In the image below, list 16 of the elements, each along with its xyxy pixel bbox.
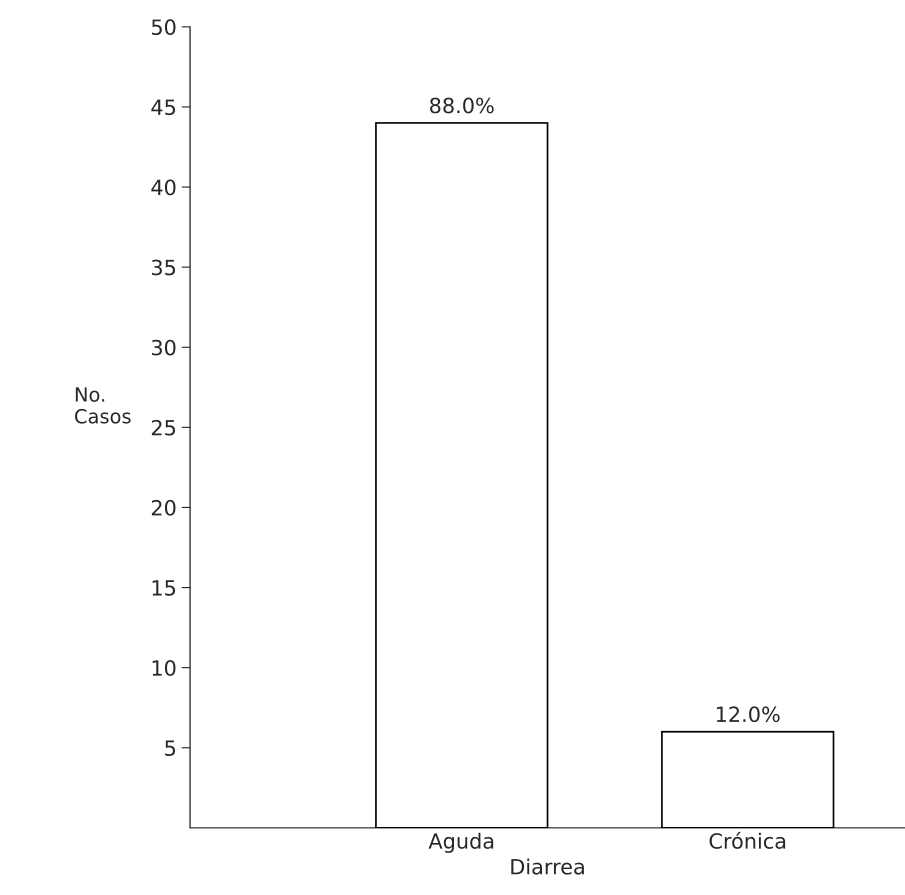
y-tick-label: 5 [165, 740, 176, 756]
x-axis-title: Diarrea [511, 858, 584, 875]
y-tick-label: 45 [151, 100, 176, 116]
y-tick-label: 30 [152, 340, 176, 356]
y-tick-label: 35 [152, 260, 176, 276]
y-tick-label: 20 [152, 500, 176, 516]
x-tick-label: Crónica [710, 832, 786, 849]
y-tick-label: 15 [152, 580, 176, 596]
x-tick-label: Aguda [428, 832, 494, 853]
y-tick-label: 25 [152, 420, 176, 436]
y-tick-label: 50 [152, 19, 176, 36]
text: 88.0% [430, 98, 494, 114]
y-tick-label: 10 [152, 660, 176, 676]
y-tick-label: 40 [151, 180, 176, 196]
y-axis-title: No. Casos [75, 387, 131, 424]
text: 12.0% [716, 706, 780, 722]
